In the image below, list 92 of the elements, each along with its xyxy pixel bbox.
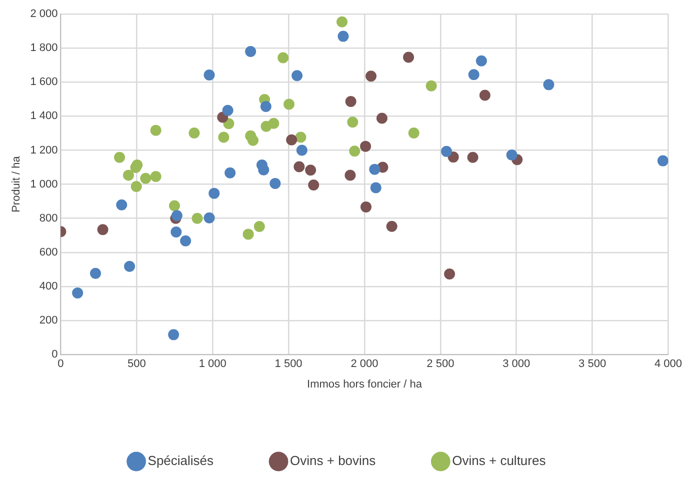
point bbox=[122, 170, 134, 181]
point bbox=[305, 164, 316, 176]
point bbox=[124, 260, 136, 272]
point bbox=[344, 170, 356, 181]
point bbox=[150, 124, 162, 136]
point bbox=[97, 224, 108, 236]
point bbox=[444, 268, 456, 280]
legend-label: Spécialisés bbox=[148, 453, 214, 468]
point bbox=[376, 112, 388, 124]
x-tick-label: 1 500 bbox=[274, 358, 302, 370]
point bbox=[222, 104, 234, 116]
point bbox=[245, 46, 256, 57]
point bbox=[218, 132, 230, 143]
point bbox=[130, 181, 142, 192]
point bbox=[336, 16, 348, 28]
point bbox=[208, 188, 220, 199]
point bbox=[248, 134, 259, 146]
point bbox=[366, 70, 377, 82]
point bbox=[284, 98, 294, 110]
x-tick-label: 4 000 bbox=[654, 358, 682, 370]
legend-label: Ovins + bovins bbox=[290, 453, 376, 468]
y-tick-label: 1 400 bbox=[30, 110, 58, 122]
y-tick-label: 400 bbox=[39, 280, 58, 293]
x-tick-label: 2 000 bbox=[350, 358, 378, 370]
y-tick-label: 1 200 bbox=[30, 144, 58, 156]
point bbox=[188, 128, 200, 139]
x-tick-label: 1 000 bbox=[198, 358, 226, 370]
point bbox=[192, 212, 203, 224]
point bbox=[657, 155, 668, 166]
point bbox=[338, 30, 349, 42]
point bbox=[345, 96, 356, 108]
point bbox=[294, 161, 305, 172]
point bbox=[360, 140, 372, 152]
point bbox=[468, 69, 480, 80]
y-tick-label: 1 600 bbox=[30, 76, 58, 88]
point bbox=[270, 178, 281, 189]
point bbox=[171, 210, 182, 222]
x-tick-label: 3 500 bbox=[578, 358, 606, 370]
point bbox=[467, 152, 478, 163]
point bbox=[224, 167, 236, 178]
point bbox=[114, 152, 126, 163]
y-tick-label: 1 000 bbox=[30, 178, 58, 190]
point bbox=[440, 146, 452, 157]
point bbox=[506, 150, 518, 161]
point bbox=[140, 172, 152, 184]
point bbox=[286, 134, 298, 146]
point bbox=[204, 212, 215, 224]
x-tick-label: 2 500 bbox=[426, 358, 454, 370]
point bbox=[408, 128, 420, 139]
point bbox=[403, 52, 414, 63]
y-tick-label: 800 bbox=[39, 212, 58, 224]
legend-label: Ovins + cultures bbox=[452, 453, 546, 468]
point bbox=[223, 118, 234, 130]
point bbox=[476, 55, 487, 66]
point bbox=[386, 220, 398, 232]
point bbox=[543, 79, 554, 90]
point bbox=[258, 164, 270, 176]
point bbox=[426, 80, 437, 92]
point bbox=[308, 179, 320, 190]
y-tick-label: 2 000 bbox=[30, 8, 58, 20]
point bbox=[90, 268, 102, 279]
point bbox=[242, 228, 254, 240]
point bbox=[168, 200, 180, 212]
y-axis-title: Produit / ha bbox=[10, 155, 23, 212]
point bbox=[347, 116, 358, 128]
x-tick-label: 500 bbox=[127, 358, 146, 370]
point bbox=[448, 152, 459, 163]
x-tick-label: 3 000 bbox=[502, 358, 530, 370]
y-tick-label: 600 bbox=[39, 246, 58, 258]
point bbox=[370, 182, 382, 194]
point bbox=[292, 70, 303, 82]
point bbox=[349, 146, 360, 157]
point bbox=[369, 164, 380, 175]
point bbox=[479, 90, 490, 101]
point bbox=[268, 118, 280, 129]
x-axis-title: Immos hors foncier / ha bbox=[307, 378, 423, 390]
point bbox=[296, 144, 308, 156]
point bbox=[72, 287, 84, 298]
y-tick-label: 1 800 bbox=[30, 42, 58, 54]
point bbox=[180, 235, 192, 246]
point bbox=[295, 132, 306, 143]
point bbox=[278, 52, 289, 64]
y-tick-label: 0 bbox=[52, 348, 58, 361]
point bbox=[260, 100, 272, 112]
y-tick-label: 200 bbox=[39, 314, 58, 327]
point bbox=[116, 199, 128, 210]
point bbox=[168, 329, 180, 340]
point bbox=[150, 170, 162, 182]
point bbox=[204, 69, 215, 80]
point bbox=[170, 226, 182, 238]
point bbox=[360, 201, 372, 212]
point bbox=[254, 221, 265, 232]
